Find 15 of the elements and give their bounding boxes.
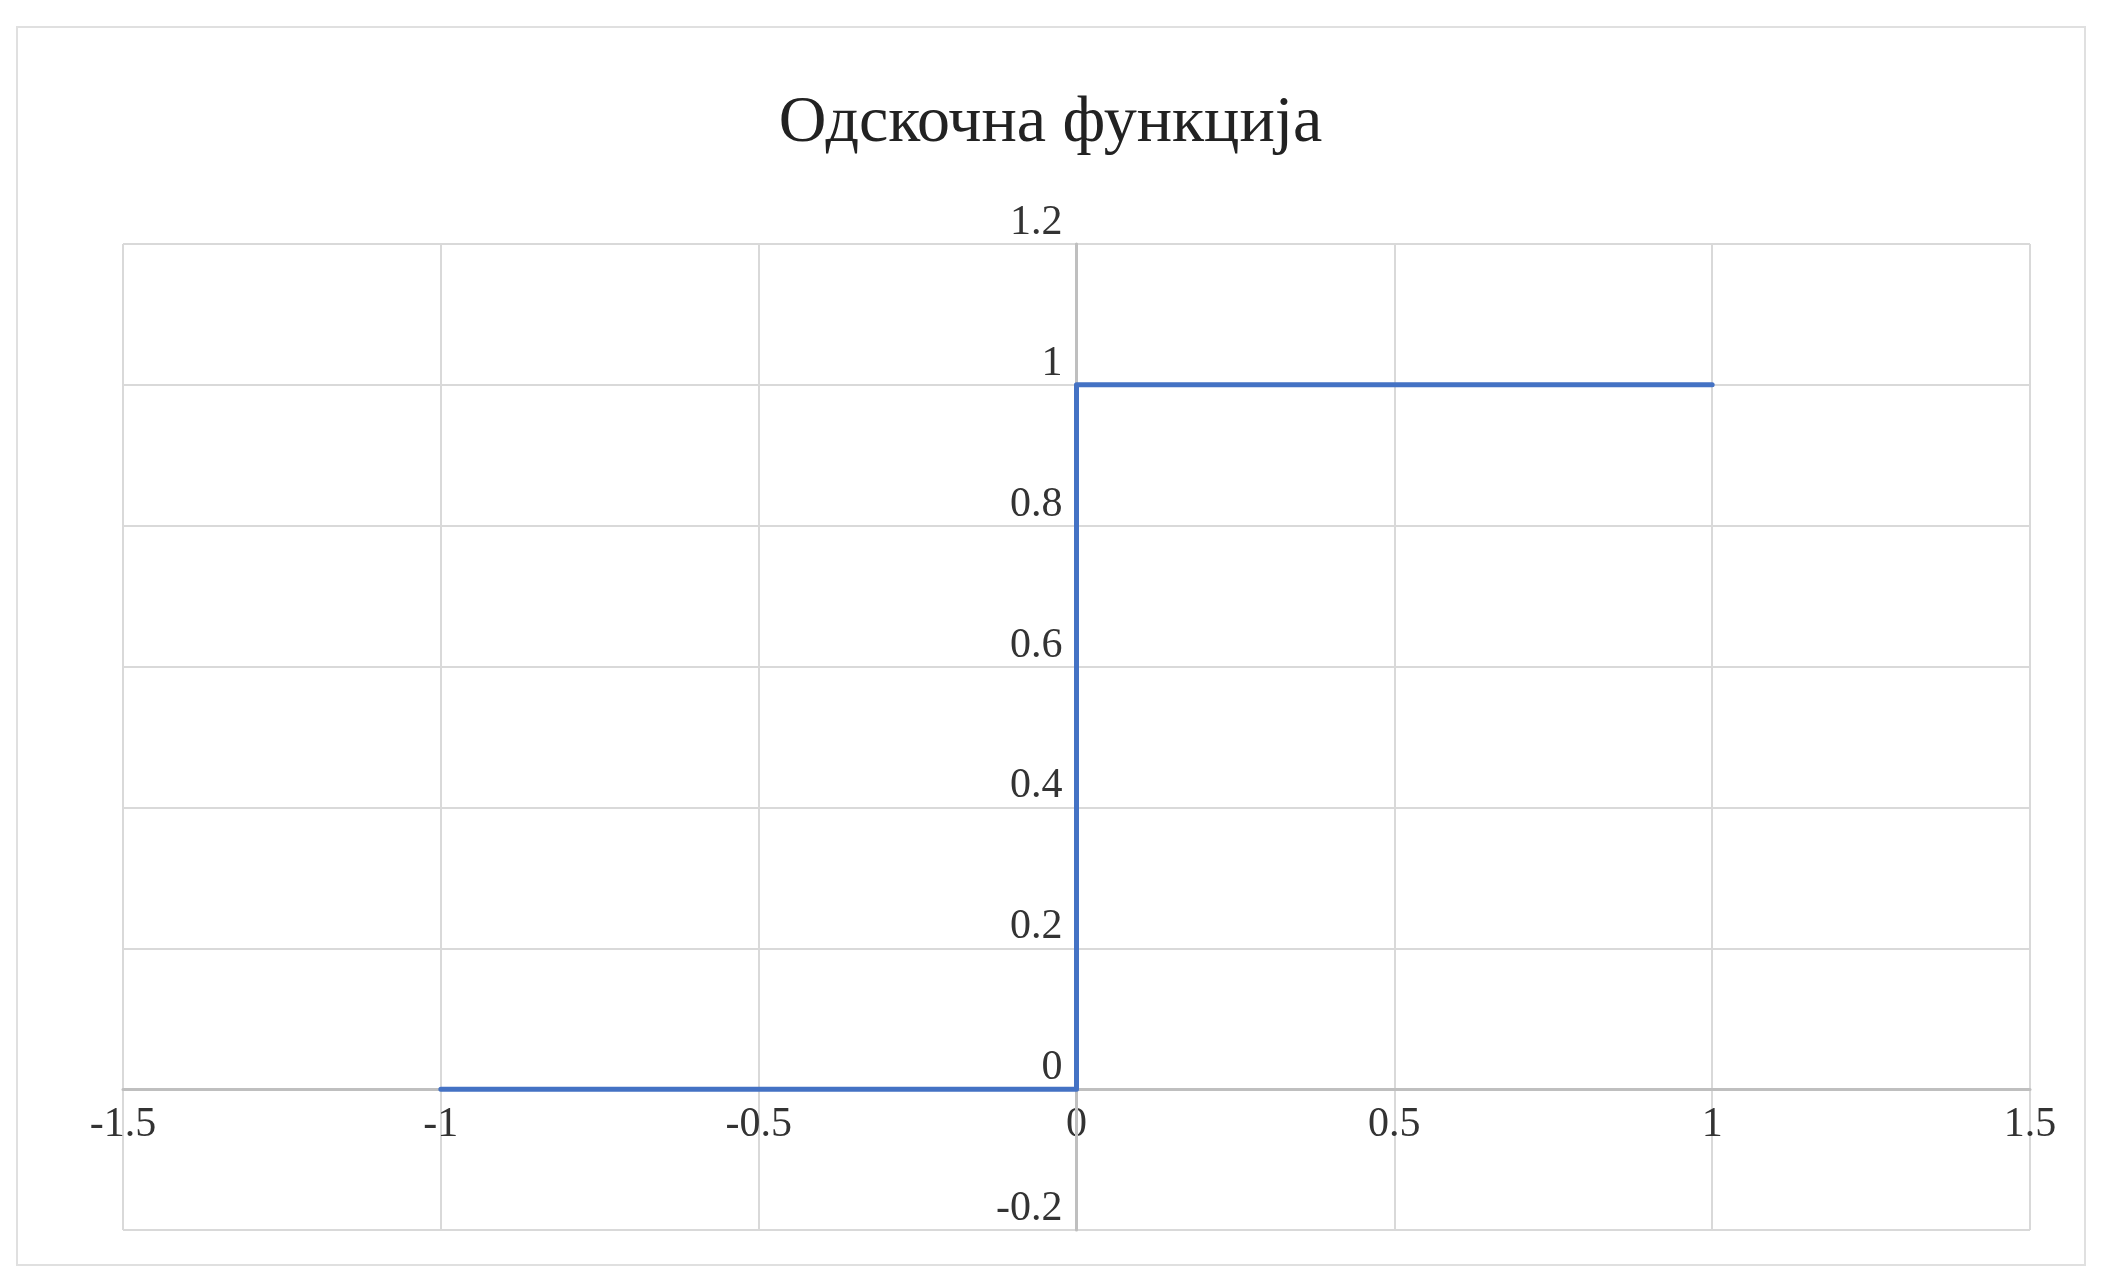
x-tick-label: 1.5 [2003,1099,2057,1146]
x-tick-label: -1 [423,1099,459,1146]
y-tick-label: -0.2 [996,1183,1063,1229]
y-tick-label: 0.4 [1010,760,1063,807]
chart-title: Одскочна функција [778,81,1323,155]
y-tick-label: 0.6 [1010,619,1063,666]
x-tick-label: -0.5 [725,1099,792,1146]
y-tick-label: 0 [1041,1042,1063,1089]
x-tick-label: -1.5 [89,1099,157,1146]
y-tick-label: 1 [1041,337,1063,384]
y-tick-label: 0.2 [1010,901,1063,948]
y-tick-label: 0.8 [1010,478,1063,525]
y-tick-label: 1.2 [1010,197,1063,243]
x-tick-label: 0.5 [1368,1099,1421,1146]
x-tick-label: 1 [1701,1099,1723,1146]
